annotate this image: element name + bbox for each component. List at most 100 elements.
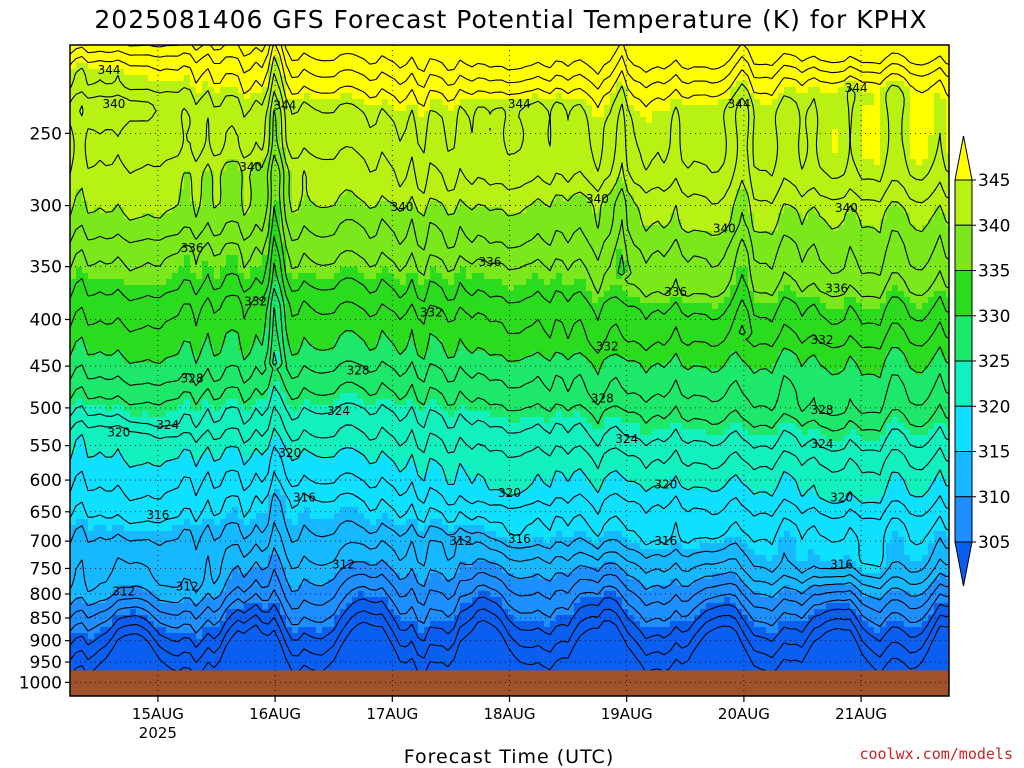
field-cell — [928, 129, 935, 136]
field-cell — [538, 147, 545, 154]
field-cell — [862, 87, 869, 94]
field-cell — [100, 45, 107, 52]
field-cell — [886, 171, 893, 178]
field-cell — [118, 81, 125, 88]
field-cell — [448, 111, 455, 118]
field-cell — [358, 171, 365, 178]
field-cell — [226, 189, 233, 196]
field-cell — [520, 147, 527, 154]
field-cell — [184, 87, 191, 94]
field-cell — [244, 63, 251, 70]
field-cell — [694, 87, 701, 94]
field-cell — [232, 177, 239, 184]
field-cell — [940, 171, 947, 178]
field-cell — [466, 75, 473, 82]
field-cell — [424, 57, 431, 64]
field-cell — [370, 69, 377, 76]
field-cell — [130, 87, 137, 94]
field-cell — [532, 177, 539, 184]
field-cell — [166, 105, 173, 112]
field-cell — [898, 69, 905, 76]
field-cell — [688, 195, 695, 202]
field-cell — [460, 69, 467, 76]
field-cell — [862, 99, 869, 106]
field-cell — [916, 129, 923, 136]
field-cell — [598, 63, 605, 70]
field-cell — [628, 201, 635, 208]
field-cell — [538, 99, 545, 106]
field-cell — [904, 117, 911, 124]
field-cell — [106, 45, 113, 52]
field-cell — [394, 87, 401, 94]
field-cell — [574, 171, 581, 178]
field-cell — [514, 111, 521, 118]
field-cell — [640, 237, 647, 244]
field-cell — [262, 207, 269, 214]
field-cell — [142, 111, 149, 118]
field-cell — [298, 183, 305, 190]
field-cell — [106, 111, 113, 118]
field-cell — [658, 225, 665, 232]
field-cell — [694, 183, 701, 190]
field-cell — [340, 69, 347, 76]
field-cell — [850, 177, 857, 184]
field-cell — [346, 57, 353, 64]
field-cell — [802, 69, 809, 76]
field-cell — [652, 183, 659, 190]
field-cell — [310, 45, 317, 52]
field-cell — [556, 69, 563, 76]
field-cell — [364, 219, 371, 226]
field-cell — [742, 195, 749, 202]
field-cell — [682, 219, 689, 226]
field-cell — [592, 51, 599, 58]
field-cell — [664, 69, 671, 76]
field-cell — [214, 51, 221, 58]
field-cell — [574, 237, 581, 244]
field-cell — [844, 123, 851, 130]
field-cell — [832, 129, 839, 136]
field-cell — [424, 87, 431, 94]
field-cell — [82, 183, 89, 190]
field-cell — [592, 57, 599, 64]
field-cell — [916, 69, 923, 76]
field-cell — [322, 171, 329, 178]
field-cell — [82, 165, 89, 172]
field-cell — [682, 213, 689, 220]
field-cell — [496, 225, 503, 232]
field-cell — [436, 225, 443, 232]
field-cell — [922, 111, 929, 118]
field-cell — [286, 93, 293, 100]
field-cell — [850, 237, 857, 244]
field-cell — [742, 141, 749, 148]
field-cell — [358, 105, 365, 112]
field-cell — [796, 201, 803, 208]
field-cell — [418, 75, 425, 82]
field-cell — [640, 87, 647, 94]
field-cell — [166, 183, 173, 190]
field-cell — [400, 75, 407, 82]
field-cell — [622, 75, 629, 82]
field-cell — [544, 231, 551, 238]
field-cell — [184, 105, 191, 112]
field-cell — [280, 159, 287, 166]
field-cell — [730, 243, 737, 250]
field-cell — [580, 177, 587, 184]
field-cell — [172, 177, 179, 184]
field-cell — [466, 225, 473, 232]
field-cell — [742, 231, 749, 238]
field-cell — [790, 45, 797, 52]
field-cell — [190, 99, 197, 106]
field-cell — [940, 51, 947, 58]
field-cell — [712, 57, 719, 64]
field-cell — [706, 87, 713, 94]
field-cell — [430, 111, 437, 118]
field-cell — [154, 189, 161, 196]
field-cell — [442, 153, 449, 160]
field-cell — [340, 207, 347, 214]
field-cell — [256, 165, 263, 172]
field-cell — [772, 45, 779, 52]
field-cell — [802, 129, 809, 136]
field-cell — [112, 117, 119, 124]
field-cell — [634, 195, 641, 202]
field-cell — [760, 207, 767, 214]
